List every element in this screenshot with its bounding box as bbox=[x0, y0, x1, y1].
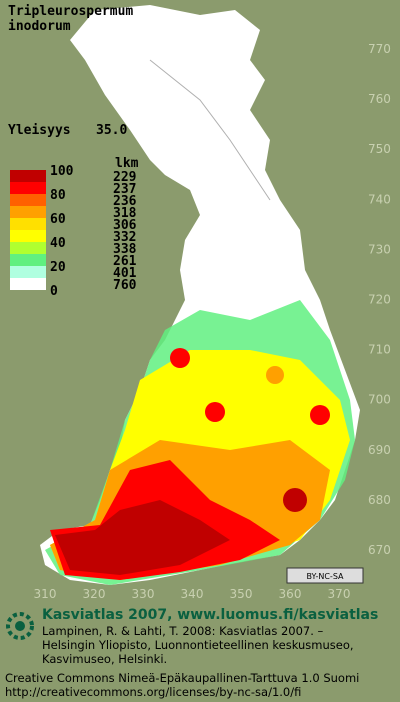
legend-swatch bbox=[10, 278, 46, 290]
grid-y-label: 730 bbox=[368, 242, 391, 256]
legend-swatch bbox=[10, 194, 46, 206]
frequency-value: 35.0 bbox=[96, 123, 127, 138]
hotspot bbox=[205, 402, 225, 422]
area-darkred bbox=[55, 500, 230, 575]
legend-count: 401 bbox=[113, 266, 137, 281]
grid-y-label: 750 bbox=[368, 142, 391, 156]
license: Creative Commons Nimeä-Epäkaupallinen-Ta… bbox=[5, 671, 359, 685]
legend-swatch bbox=[10, 230, 46, 242]
badge-box bbox=[286, 567, 364, 584]
legend-scale-label: 0 bbox=[50, 284, 58, 299]
legend-swatch bbox=[10, 266, 46, 278]
legend-swatch bbox=[10, 218, 46, 230]
title: inodorum bbox=[8, 19, 71, 34]
hotspot bbox=[310, 405, 330, 425]
legend-scale-label: 60 bbox=[50, 212, 66, 227]
hotspot bbox=[170, 348, 190, 368]
frequency-label: Yleisyys bbox=[8, 123, 71, 138]
grid-y-label: 740 bbox=[368, 192, 391, 206]
grid-y-label: 690 bbox=[368, 443, 391, 457]
grid-x-label: 310 bbox=[34, 587, 57, 601]
legend-scale-label: 100 bbox=[50, 164, 74, 179]
grid-y-label: 760 bbox=[368, 92, 391, 106]
logo bbox=[6, 612, 34, 640]
legend-swatch bbox=[10, 170, 46, 182]
license: http://creativecommons.org/licenses/by-n… bbox=[5, 685, 301, 699]
hotspot bbox=[283, 488, 307, 512]
legend-count: 237 bbox=[113, 182, 136, 197]
legend-count: 318 bbox=[113, 206, 137, 221]
badge-text: BY-NC-SA bbox=[306, 572, 344, 581]
grid-y-label: 720 bbox=[368, 293, 391, 307]
hotspot bbox=[266, 366, 284, 384]
legend-count: 236 bbox=[113, 194, 137, 209]
grid-x-label: 330 bbox=[132, 587, 155, 601]
grid-y-label: 700 bbox=[368, 393, 391, 407]
license-badge: BY-NC-SA bbox=[286, 567, 364, 584]
legend-count: 338 bbox=[113, 242, 137, 257]
title: Tripleurospermum bbox=[8, 4, 133, 19]
legend-count: 261 bbox=[113, 254, 137, 269]
grid-x-label: 320 bbox=[83, 587, 106, 601]
grid-x-label: 350 bbox=[230, 587, 253, 601]
grid-x-label: 340 bbox=[181, 587, 204, 601]
legend-scale-label: 80 bbox=[50, 188, 66, 203]
legend-scale-label: 20 bbox=[50, 260, 66, 275]
legend-count: 760 bbox=[113, 278, 137, 293]
map bbox=[40, 5, 360, 585]
citation: Lampinen, R. & Lahti, T. 2008: Kasviatla… bbox=[42, 624, 324, 638]
grid-y-label: 770 bbox=[368, 42, 391, 56]
legend-swatch bbox=[10, 242, 46, 254]
legend-swatch bbox=[10, 182, 46, 194]
grid-x-label: 370 bbox=[328, 587, 351, 601]
count-header: lkm bbox=[115, 156, 139, 171]
site-title: Kasviatlas 2007, www.luomus.fi/kasviatla… bbox=[42, 607, 378, 623]
legend-scale-label: 40 bbox=[50, 236, 66, 251]
grid-y-label: 670 bbox=[368, 543, 391, 557]
legend-swatch bbox=[10, 206, 46, 218]
legend-count: 306 bbox=[113, 218, 137, 233]
legend-swatch bbox=[10, 254, 46, 266]
region-border bbox=[149, 59, 271, 201]
citation: Helsingin Yliopisto, Luonnontieteellinen… bbox=[42, 638, 354, 652]
grid-x-label: 360 bbox=[279, 587, 302, 601]
grid-y-label: 710 bbox=[368, 343, 391, 357]
grid-y-label: 680 bbox=[368, 493, 391, 507]
citation: Kasvimuseo, Helsinki. bbox=[42, 652, 167, 666]
logo-ring bbox=[6, 612, 34, 640]
legend-count: 332 bbox=[113, 230, 136, 245]
legend-count: 229 bbox=[113, 170, 136, 185]
logo-core bbox=[15, 621, 25, 631]
